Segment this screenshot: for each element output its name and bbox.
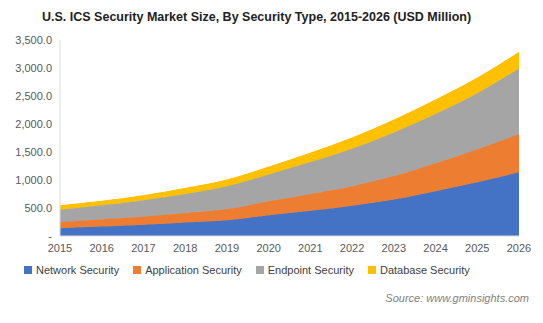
html-text:Database Security: Database Security [380,264,470,276]
svg-text:2024: 2024 [423,242,447,254]
svg-text:2021: 2021 [298,242,322,254]
html-text:Endpoint Security: Endpoint Security [267,264,354,276]
svg-text:2018: 2018 [173,242,197,254]
svg-text:-: - [48,230,52,242]
svg-text:500.0: 500.0 [24,202,52,214]
svg-text:2016: 2016 [89,242,113,254]
html-text:Network Security: Network Security [36,264,120,276]
svg-text:2020: 2020 [256,242,280,254]
svg-text:3,000.0: 3,000.0 [15,62,52,74]
html-text:Source: www.gminsights.com: Source: www.gminsights.com [385,292,529,304]
svg-text:1,500.0: 1,500.0 [15,146,52,158]
svg-text:2015: 2015 [48,242,72,254]
svg-text:2,000.0: 2,000.0 [15,118,52,130]
svg-text:2022: 2022 [340,242,364,254]
svg-text:2026: 2026 [507,242,531,254]
svg-text:3,500.0: 3,500.0 [15,34,52,46]
svg-text:2023: 2023 [382,242,406,254]
svg-text:1,000.0: 1,000.0 [15,174,52,186]
svg-text:2017: 2017 [131,242,155,254]
svg-text:2019: 2019 [215,242,239,254]
svg-text:2,500.0: 2,500.0 [15,90,52,102]
html-text:U.S. ICS Security Market Size,: U.S. ICS Security Market Size, By Securi… [42,10,472,24]
html-text:Application Security: Application Security [145,264,242,276]
svg-text:2025: 2025 [465,242,489,254]
